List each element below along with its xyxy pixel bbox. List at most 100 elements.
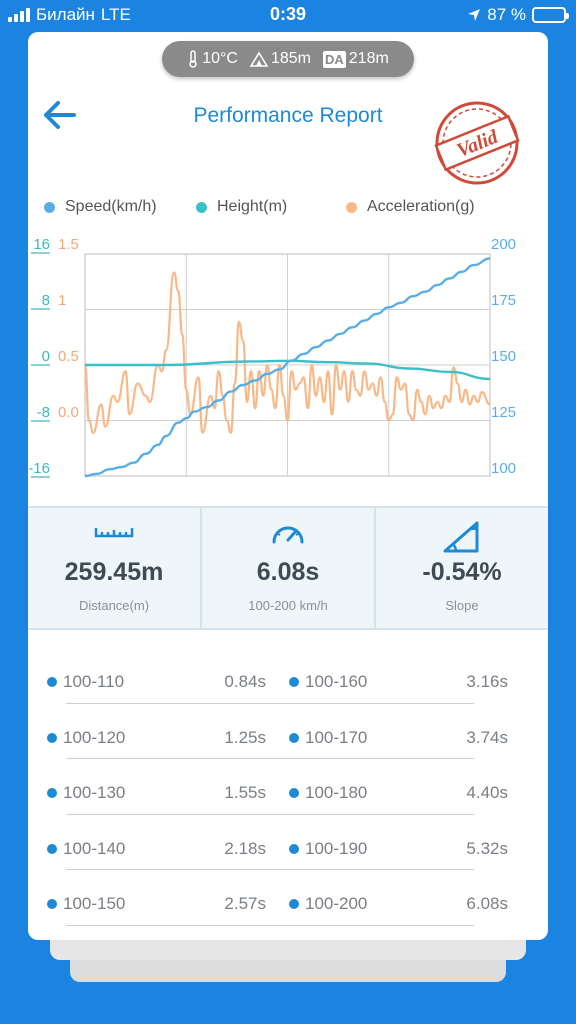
legend-label-speed: Speed(km/h)	[65, 198, 157, 215]
height-tick-label: 8	[42, 292, 50, 309]
speedometer-icon-wrap	[202, 520, 374, 550]
split-range: 100-150	[63, 894, 126, 913]
bullet-dot	[47, 677, 57, 687]
row-divider	[66, 813, 474, 815]
split-range: 100-110	[63, 672, 125, 691]
height-tick-label: 16	[33, 236, 50, 253]
height-tick-label: -16	[28, 460, 50, 477]
density-altitude-value: 218m	[348, 50, 389, 67]
speedometer-icon	[272, 526, 304, 544]
carrier-name: Билайн	[36, 5, 95, 24]
split-time: 3.74s	[466, 727, 508, 747]
thermometer-icon	[189, 50, 197, 68]
stat-slope: -0.54% Slope	[374, 508, 548, 628]
report-card: 10°C 185m DA 218m Performance Report Val…	[28, 32, 548, 940]
split-range: 100-140	[63, 838, 126, 858]
legend-item-acceleration: Acceleration(g)	[346, 198, 475, 216]
split-time: 1.55s	[224, 783, 266, 802]
battery-percent: 87 %	[487, 5, 526, 24]
split-range: 100-200	[305, 894, 368, 913]
acceleration-series-line	[83, 271, 491, 434]
bullet-dot	[47, 732, 57, 743]
status-bar: Билайн LTE 0:39 87 %	[0, 0, 576, 30]
height-tick-label: -8	[37, 404, 50, 421]
chart-tick-labels: 16 8 0 -8 -16 1.5 1 0.5 0.0 200 175 150 125 100	[28, 236, 516, 478]
stat-distance: 259.45m Distance(m)	[28, 508, 200, 628]
split-time: 5.32s	[466, 838, 508, 858]
signal-icon	[8, 8, 30, 22]
split-time: 6.08s	[466, 894, 508, 913]
valid-stamp: Valid	[434, 101, 520, 185]
speed-tick-label: 150	[491, 348, 516, 365]
acceleration-tick-label: 0.0	[58, 404, 79, 421]
chart-legend: Speed(km/h) Height(m) Acceleration(g)	[28, 198, 548, 222]
slope-icon	[443, 521, 479, 553]
density-altitude-item: DA 218m	[322, 50, 389, 68]
mountain-icon	[249, 51, 268, 67]
legend-label-height: Height(m)	[217, 198, 288, 215]
page-title: Performance Report	[193, 104, 383, 127]
stat-time-value: 6.08s	[256, 558, 320, 586]
split-range: 100-190	[305, 838, 368, 858]
speed-tick-label: 175	[491, 292, 516, 309]
bullet-dot	[47, 788, 57, 798]
split-times-list: 100-110 0.84s 100-160 3.16s 100-120 1.25…	[28, 648, 548, 926]
split-range: 100-130	[63, 783, 126, 802]
battery-info: 87 %	[467, 5, 569, 25]
location-arrow-icon	[468, 9, 481, 21]
split-time: 4.40s	[466, 783, 508, 802]
density-altitude-label: DA	[322, 50, 346, 68]
split-time: 2.18s	[224, 838, 266, 858]
speed-tick-label: 200	[491, 236, 516, 253]
bullet-dot	[289, 788, 299, 798]
split-row: 100-150 2.57s 100-200 6.08s	[28, 870, 548, 926]
speed-tick-label: 125	[491, 404, 516, 421]
row-divider	[66, 758, 474, 759]
network-type: LTE	[100, 5, 131, 24]
stat-slope-value: -0.54%	[422, 558, 502, 586]
bullet-dot	[47, 899, 57, 909]
speed-tick-label: 100	[491, 460, 516, 477]
altitude-value: 185m	[270, 50, 311, 67]
split-row: 100-140 2.18s 100-190 5.32s	[28, 815, 548, 870]
split-range: 100-170	[305, 727, 368, 747]
bullet-dot	[289, 732, 299, 743]
temperature-value: 10°C	[202, 50, 238, 67]
back-arrow-icon[interactable]	[40, 98, 80, 132]
legend-swatch-height	[196, 201, 207, 213]
height-tick-label: 0	[42, 348, 50, 365]
split-range: 100-180	[305, 783, 368, 802]
summary-stats: 259.45m Distance(m) 6.08s 100-200 km/h -…	[28, 506, 548, 630]
split-time: 0.84s	[224, 672, 266, 691]
legend-swatch-speed	[44, 201, 55, 213]
row-divider	[66, 924, 474, 926]
split-row: 100-120 1.25s 100-170 3.74s	[28, 704, 548, 759]
ruler-icon-wrap	[28, 520, 200, 550]
speed-series-line	[84, 257, 491, 478]
legend-item-height: Height(m)	[196, 198, 287, 216]
stat-time: 6.08s 100-200 km/h	[200, 508, 374, 628]
temperature-item: 10°C	[187, 50, 238, 68]
legend-item-speed: Speed(km/h)	[44, 198, 157, 216]
split-range: 100-160	[305, 672, 368, 691]
acceleration-tick-label: 1.5	[58, 236, 79, 253]
altitude-item: 185m	[249, 50, 311, 68]
row-divider	[66, 869, 474, 870]
bullet-dot	[289, 899, 299, 909]
legend-swatch-acceleration	[346, 201, 357, 213]
split-time: 1.25s	[224, 727, 266, 747]
legend-label-acceleration: Acceleration(g)	[367, 198, 475, 215]
bullet-dot	[47, 843, 57, 854]
bullet-dot	[289, 677, 299, 687]
stat-distance-value: 259.45m	[64, 558, 164, 586]
split-range: 100-120	[63, 727, 126, 747]
height-series-line	[85, 359, 491, 381]
split-row: 100-130 1.55s 100-180 4.40s	[28, 759, 548, 815]
conditions-pill: 10°C 185m DA 218m	[162, 41, 414, 77]
stat-slope-label: Slope	[445, 598, 479, 613]
acceleration-tick-label: 0.5	[58, 348, 79, 365]
slope-icon-wrap	[376, 520, 548, 553]
clock: 0:39	[269, 4, 307, 24]
stat-time-label: 100-200 km/h	[248, 598, 328, 613]
battery-icon	[532, 7, 569, 23]
